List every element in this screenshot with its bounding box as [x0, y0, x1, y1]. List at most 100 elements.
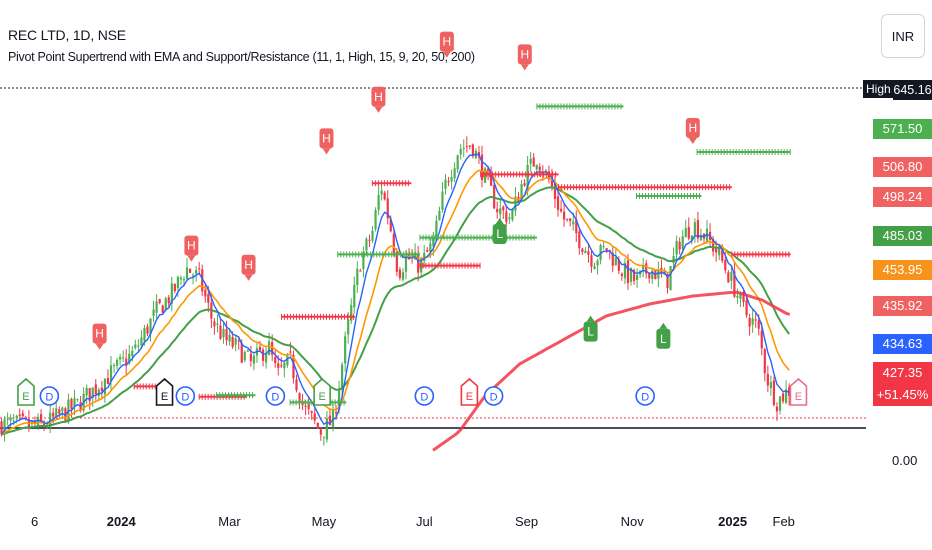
candle [480, 154, 484, 181]
candle [386, 198, 389, 219]
candle [325, 418, 329, 440]
candle [243, 352, 246, 361]
candle [240, 343, 243, 363]
candle [617, 259, 620, 271]
candle [572, 221, 575, 225]
resistance-line [480, 171, 559, 178]
indicator-legend[interactable]: Pivot Point Supertrend with EMA and Supp… [8, 50, 475, 64]
price-scale-label: 485.03 [873, 226, 932, 246]
candle [605, 248, 608, 251]
candle [97, 389, 100, 396]
candle [362, 252, 365, 270]
svg-text:E: E [161, 391, 168, 403]
candle [341, 364, 344, 390]
candle [176, 276, 179, 289]
x-tick-label: Jul [416, 514, 433, 529]
x-tick-label: Nov [620, 514, 644, 529]
svg-text:E: E [22, 391, 29, 403]
candle [173, 283, 176, 292]
candle [502, 206, 505, 211]
candle [575, 219, 578, 234]
candle [395, 252, 398, 272]
candle [149, 318, 152, 335]
candle [432, 238, 435, 247]
candle [693, 222, 696, 235]
price-scale-label: 435.92 [873, 296, 932, 316]
candle [231, 336, 234, 347]
resistance-line [419, 262, 481, 269]
last-price-label: 427.35 [873, 362, 932, 384]
candle [46, 426, 49, 428]
candle [344, 336, 347, 364]
candle [447, 181, 450, 183]
resistance-line [558, 184, 732, 191]
candle [334, 412, 338, 414]
candle [39, 414, 43, 423]
candle [292, 354, 295, 379]
svg-text:D: D [45, 392, 53, 404]
resistance-line [280, 313, 356, 320]
candle [398, 269, 401, 278]
candle [274, 357, 277, 363]
symbol-title[interactable]: REC LTD, 1D, NSE [8, 27, 126, 43]
candle [657, 269, 660, 279]
pivot-high-label: H [92, 323, 107, 350]
candle [347, 319, 350, 335]
candle [161, 305, 164, 313]
candle [687, 226, 690, 239]
candle [237, 340, 240, 342]
candle [566, 218, 569, 220]
candle [383, 192, 386, 200]
candle [465, 145, 468, 147]
candle [216, 323, 219, 325]
candle [9, 417, 12, 421]
candle [559, 208, 563, 212]
candle [137, 345, 140, 347]
candle [389, 219, 392, 232]
candle [103, 379, 107, 395]
candle [629, 268, 633, 282]
x-tick-label: May [311, 514, 337, 529]
candle [675, 240, 678, 255]
candle [401, 272, 405, 280]
candle [298, 393, 301, 403]
pivot-low-label: L [656, 322, 671, 349]
candle [587, 251, 590, 255]
candle [155, 301, 158, 313]
candle [626, 260, 630, 284]
candle [696, 220, 700, 239]
candle [307, 402, 310, 409]
candle [88, 388, 91, 402]
candle [228, 334, 231, 342]
candle [350, 305, 353, 321]
svg-text:H: H [443, 35, 452, 49]
svg-text:H: H [322, 131, 331, 145]
currency-button[interactable]: INR [881, 14, 925, 58]
candle [739, 292, 742, 299]
zero-price-label: 0.00 [892, 453, 918, 468]
dividend-marker: D [175, 386, 196, 406]
candle [207, 294, 210, 303]
high-tag: High [863, 80, 894, 98]
candle [772, 380, 776, 405]
svg-text:H: H [374, 90, 383, 104]
candle [140, 337, 143, 346]
candle [195, 270, 198, 274]
svg-text:E: E [318, 391, 325, 403]
candle [596, 260, 599, 266]
candle [581, 248, 584, 252]
dividend-marker: D [483, 386, 504, 406]
candle [754, 319, 757, 321]
candle [620, 273, 623, 276]
svg-text:D: D [641, 392, 649, 404]
candle [377, 195, 380, 210]
candle [76, 398, 79, 400]
candle [444, 179, 447, 189]
candle [188, 268, 192, 273]
support-line [636, 193, 702, 199]
candle [0, 421, 3, 435]
candle [213, 321, 216, 327]
candle [3, 419, 6, 435]
candle [249, 353, 252, 362]
